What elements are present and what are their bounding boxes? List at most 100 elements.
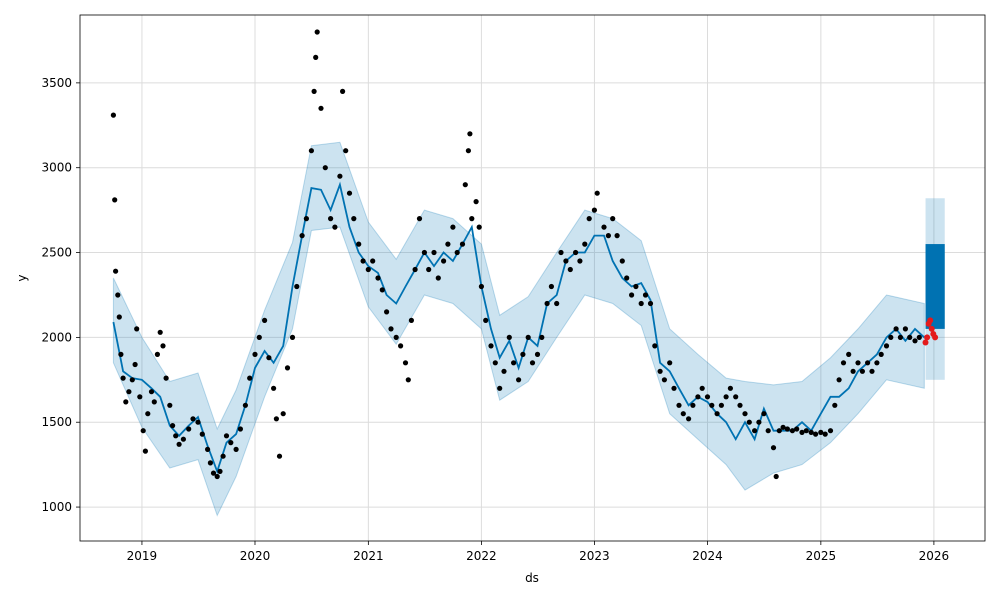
observed-point — [328, 216, 334, 222]
observed-point — [280, 411, 286, 417]
observed-point — [548, 283, 555, 290]
observed-point — [506, 334, 512, 340]
observed-point — [647, 300, 654, 307]
observed-point — [421, 249, 427, 256]
observed-point — [393, 334, 399, 340]
x-tick-label: 2021 — [353, 549, 384, 563]
observed-point — [332, 224, 338, 230]
y-tick-label: 2000 — [41, 330, 72, 344]
observed-point — [893, 326, 899, 332]
observed-point — [488, 343, 494, 349]
observed-point — [671, 385, 677, 391]
observed-point — [859, 368, 866, 374]
observed-point — [709, 402, 715, 408]
observed-point — [228, 440, 234, 446]
observed-point — [497, 385, 503, 391]
observed-point — [723, 394, 729, 400]
observed-point — [614, 233, 620, 239]
observed-point — [360, 258, 366, 264]
y-axis: 1000 1500 2000 2500 3000 3500 — [41, 76, 80, 514]
observed-point — [690, 402, 696, 408]
observed-point — [567, 266, 573, 273]
observed-point — [120, 375, 126, 381]
x-axis: 2019 2020 2021 2022 2023 2024 2025 2026 — [127, 541, 949, 563]
observed-point — [737, 402, 743, 408]
observed-point — [365, 266, 371, 273]
observed-point — [195, 419, 201, 425]
observed-point — [563, 258, 569, 264]
observed-point — [699, 385, 705, 391]
observed-point — [314, 29, 320, 35]
observed-point — [510, 360, 517, 366]
observed-point — [520, 351, 526, 357]
observed-point — [375, 275, 381, 281]
observed-point — [784, 426, 791, 432]
observed-point — [163, 375, 169, 381]
observed-point — [273, 416, 279, 422]
recent-point — [928, 325, 935, 332]
observed-point — [126, 389, 132, 395]
observed-point — [633, 283, 639, 290]
y-tick-label: 1000 — [41, 500, 72, 514]
observed-point — [247, 375, 253, 381]
observed-point — [233, 446, 239, 452]
x-tick-label: 2023 — [579, 549, 610, 563]
observed-point — [629, 292, 635, 298]
x-tick-label: 2020 — [240, 549, 271, 563]
observed-point — [733, 394, 739, 400]
observed-point — [388, 326, 394, 332]
observed-point — [217, 468, 223, 474]
observed-point — [846, 351, 852, 357]
recent-point — [924, 334, 931, 341]
observed-point — [308, 148, 314, 154]
observed-point — [742, 411, 748, 417]
observed-point — [465, 148, 471, 154]
observed-point — [818, 429, 824, 435]
observed-point — [405, 377, 411, 383]
observed-point — [220, 453, 226, 459]
observed-point — [454, 249, 460, 256]
observed-point — [492, 360, 498, 366]
observed-point — [398, 343, 404, 349]
observed-point — [799, 429, 805, 435]
observed-point — [346, 190, 353, 196]
observed-point — [605, 233, 612, 239]
observed-point — [142, 448, 148, 454]
plot-frame — [79, 14, 986, 542]
observed-point — [582, 241, 588, 247]
observed-point — [855, 360, 861, 366]
observed-point — [118, 351, 124, 357]
observed-point — [160, 343, 166, 349]
observed-point — [256, 334, 262, 340]
observed-point — [761, 411, 767, 417]
observed-point — [170, 423, 176, 429]
observed-point — [558, 249, 564, 256]
observed-point — [642, 292, 649, 298]
observed-point — [322, 165, 328, 171]
x-tick-label: 2022 — [466, 549, 497, 563]
observed-point — [303, 216, 309, 222]
observed-point — [252, 351, 258, 357]
observed-point — [148, 389, 155, 395]
observed-point — [695, 394, 701, 400]
observed-point — [808, 429, 814, 435]
observed-points — [110, 29, 922, 480]
observed-point — [878, 351, 884, 357]
y-tick-label: 2500 — [41, 246, 72, 260]
observed-point — [813, 431, 819, 437]
observed-point — [173, 433, 179, 439]
observed-point — [794, 426, 800, 432]
observed-point — [408, 317, 414, 323]
observed-point — [680, 411, 686, 417]
observed-point — [577, 258, 583, 264]
observed-point — [770, 445, 777, 451]
observed-point — [431, 249, 437, 256]
observed-point — [113, 268, 119, 274]
x-tick-label: 2019 — [127, 549, 158, 563]
observed-point — [299, 233, 305, 239]
observed-point — [210, 470, 217, 476]
observed-point — [190, 416, 196, 422]
recent-point — [932, 334, 939, 341]
observed-point — [554, 300, 560, 307]
